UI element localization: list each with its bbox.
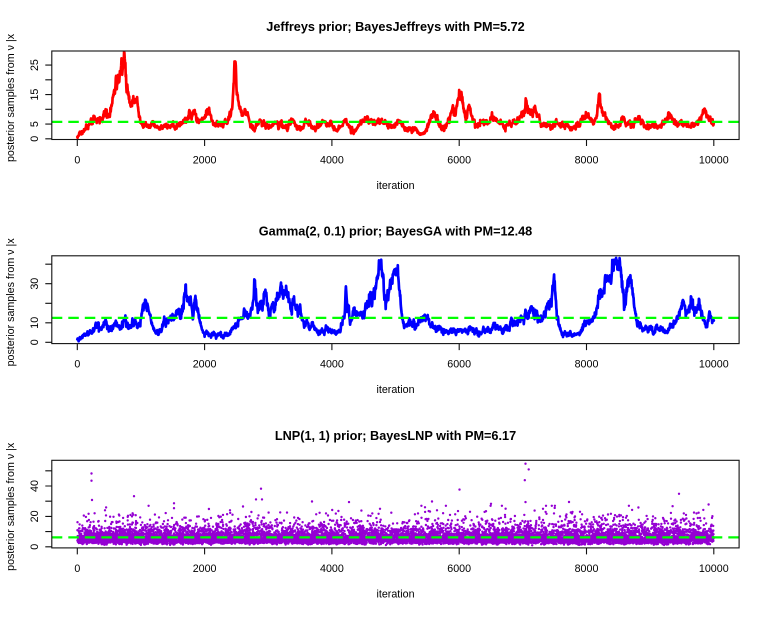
svg-text:4000: 4000: [320, 359, 344, 371]
svg-text:LNP(1, 1) prior; BayesLNP with: LNP(1, 1) prior; BayesLNP with PM=6.17: [275, 429, 516, 443]
svg-text:0: 0: [29, 544, 41, 550]
svg-text:iteration: iteration: [376, 589, 414, 601]
svg-text:10000: 10000: [699, 563, 729, 575]
svg-text:10000: 10000: [699, 155, 729, 167]
svg-text:25: 25: [29, 59, 41, 71]
svg-text:2000: 2000: [193, 359, 217, 371]
svg-text:30: 30: [29, 278, 41, 290]
svg-text:6000: 6000: [447, 359, 471, 371]
svg-text:Jeffreys prior; BayesJeffreys: Jeffreys prior; BayesJeffreys with PM=5.…: [266, 20, 524, 34]
svg-text:8000: 8000: [575, 155, 599, 167]
svg-text:6000: 6000: [447, 563, 471, 575]
svg-text:iteration: iteration: [376, 384, 414, 396]
svg-text:0: 0: [74, 359, 80, 371]
svg-text:posterior samples from ν |x: posterior samples from ν |x: [5, 33, 17, 162]
svg-text:40: 40: [29, 480, 41, 492]
svg-text:5: 5: [29, 121, 41, 127]
svg-text:2000: 2000: [193, 155, 217, 167]
svg-text:Gamma(2, 0.1) prior; BayesGA w: Gamma(2, 0.1) prior; BayesGA with PM=12.…: [259, 225, 532, 239]
svg-text:0: 0: [29, 339, 41, 345]
svg-text:2000: 2000: [193, 563, 217, 575]
svg-text:0: 0: [74, 155, 80, 167]
svg-text:8000: 8000: [575, 359, 599, 371]
svg-text:iteration: iteration: [376, 180, 414, 192]
svg-text:10: 10: [29, 317, 41, 329]
svg-text:0: 0: [74, 563, 80, 575]
svg-text:8000: 8000: [575, 563, 599, 575]
svg-text:posterior samples from ν |x: posterior samples from ν |x: [5, 442, 17, 571]
svg-text:6000: 6000: [447, 155, 471, 167]
svg-text:0: 0: [29, 136, 41, 142]
svg-text:posterior samples from ν |x: posterior samples from ν |x: [5, 238, 17, 367]
svg-text:4000: 4000: [320, 563, 344, 575]
svg-text:4000: 4000: [320, 155, 344, 167]
svg-text:15: 15: [29, 89, 41, 101]
svg-text:20: 20: [29, 510, 41, 522]
svg-text:10000: 10000: [699, 359, 729, 371]
